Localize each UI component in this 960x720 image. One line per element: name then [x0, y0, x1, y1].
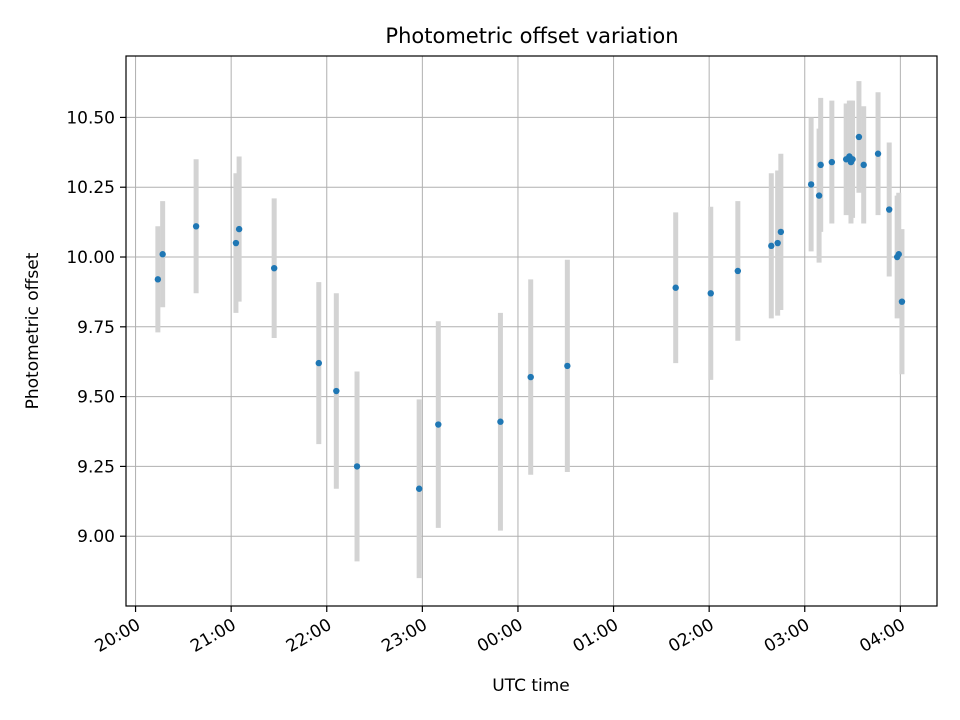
data-point: [815, 192, 823, 199]
data-point: [192, 223, 200, 230]
data-point: [270, 264, 278, 272]
data-point: [315, 359, 322, 367]
data-point: [734, 267, 742, 275]
data-point: [232, 239, 240, 247]
y-tick-label: 10.00: [66, 248, 115, 268]
data-point: [154, 276, 162, 283]
data-point: [817, 161, 824, 169]
data-point: [707, 290, 714, 297]
data-point: [564, 362, 571, 370]
data-point: [235, 225, 243, 233]
data-point: [774, 239, 781, 247]
data-point: [353, 463, 361, 470]
data-point: [898, 298, 906, 305]
data-point: [874, 150, 882, 157]
data-point: [333, 387, 340, 395]
y-tick-label: 9.25: [77, 457, 115, 477]
data-point: [860, 161, 867, 169]
x-axis-label: UTC time: [492, 676, 570, 696]
data-point: [159, 251, 166, 258]
data-points: [154, 133, 906, 492]
plot-frame: [125, 55, 938, 607]
data-point: [895, 251, 902, 258]
data-point: [828, 158, 836, 166]
data-point: [497, 418, 504, 425]
data-point: [672, 284, 679, 291]
data-point: [886, 206, 893, 213]
data-point: [415, 485, 423, 492]
data-point: [527, 373, 534, 381]
y-tick-label: 9.50: [77, 388, 115, 408]
data-point: [435, 421, 442, 428]
data-point: [855, 133, 863, 141]
y-axis-label: Photometric offset: [23, 252, 43, 409]
data-point: [777, 228, 785, 236]
data-point: [807, 181, 815, 188]
y-tick-label: 9.75: [77, 318, 115, 338]
y-tick-label: 10.25: [66, 178, 115, 198]
y-axis: 9.00 9.25 9.50 9.75 10.00 10.25 10.50: [66, 108, 126, 547]
y-tick-label: 10.50: [66, 108, 115, 128]
data-point: [768, 242, 775, 250]
data-point: [849, 156, 856, 163]
chart-title: Photometric offset variation: [385, 24, 678, 48]
y-tick-label: 9.00: [77, 527, 115, 547]
